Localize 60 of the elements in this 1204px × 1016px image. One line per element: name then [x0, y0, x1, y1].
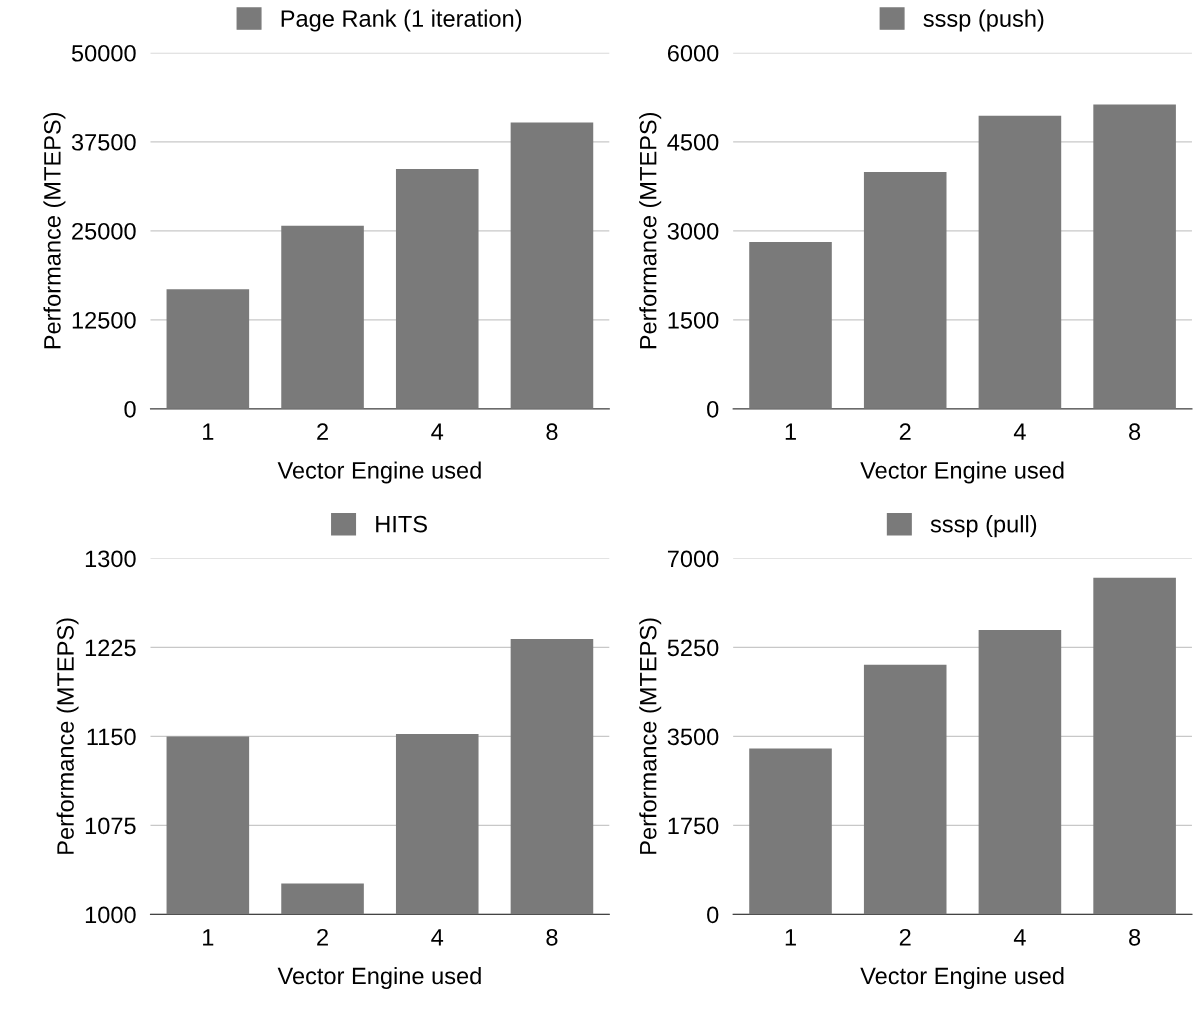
y-axis-title: Performance (MTEPS): [639, 112, 662, 349]
y-tick-label: 1225: [85, 639, 136, 657]
x-tick-label: 1: [203, 423, 214, 440]
x-tick-label: 1: [785, 423, 796, 440]
y-axis-title: Performance (MTEPS): [639, 618, 662, 854]
x-tick-label: 1: [203, 929, 214, 946]
x-axis-title: Vector Engine used: [277, 966, 481, 989]
y-tick-label: 0: [124, 400, 136, 418]
x-tick-label: 4: [1013, 929, 1026, 946]
x-tick-label: 2: [317, 928, 328, 946]
y-tick-label: 1000: [85, 906, 136, 924]
legend-label: Page Rank (1 iteration): [281, 9, 522, 32]
y-tick-label: 50000: [71, 44, 136, 62]
bar: [1093, 577, 1176, 915]
y-tick-label: 3000: [667, 222, 719, 240]
bar: [978, 115, 1062, 409]
y-tick-label: 1500: [668, 311, 719, 329]
x-tick-label: 8: [546, 928, 558, 946]
x-tick-label: 8: [1129, 423, 1141, 441]
legend-label: sssp (pull): [930, 515, 1037, 538]
x-tick-label: 2: [317, 423, 328, 440]
y-tick-label: 37500: [71, 133, 136, 151]
legend-label: sssp (push): [923, 9, 1044, 32]
bar: [863, 172, 947, 409]
x-tick-label: 8: [546, 423, 558, 441]
legend-label: HITS: [376, 515, 427, 533]
y-tick-label: 0: [707, 906, 719, 924]
y-tick-label: 25000: [72, 222, 136, 240]
y-tick-label: 0: [707, 400, 719, 418]
bar: [749, 748, 832, 915]
bar: [395, 168, 479, 409]
x-tick-label: 4: [1013, 423, 1026, 440]
x-tick-label: 2: [899, 423, 911, 440]
y-tick-label: 7000: [667, 550, 719, 568]
x-tick-label: 1: [785, 929, 796, 946]
bar: [978, 630, 1062, 915]
x-tick-label: 2: [899, 928, 911, 946]
y-tick-label: 6000: [667, 44, 719, 62]
y-tick-label: 12500: [72, 311, 136, 329]
y-tick-label: 4500: [667, 133, 719, 151]
bar: [749, 242, 832, 409]
y-axis-title: Performance (MTEPS): [43, 112, 66, 349]
y-tick-label: 1300: [85, 550, 136, 568]
y-tick-label: 1750: [668, 817, 719, 835]
bar: [1093, 104, 1176, 409]
bar: [166, 289, 250, 409]
y-axis-title: Performance (MTEPS): [56, 618, 79, 854]
y-tick-label: 1075: [85, 817, 136, 835]
bar: [510, 122, 594, 409]
bar: [863, 664, 947, 915]
x-tick-label: 4: [431, 929, 444, 946]
x-axis-title: Vector Engine used: [860, 461, 1064, 484]
bar: [281, 225, 364, 409]
y-tick-label: 5250: [667, 639, 719, 657]
x-axis-title: Vector Engine used: [860, 966, 1064, 989]
y-tick-label: 3500: [667, 728, 719, 746]
y-tick-label: 1150: [87, 728, 136, 746]
x-tick-label: 4: [431, 423, 444, 440]
x-tick-label: 8: [1129, 928, 1141, 946]
x-axis-title: Vector Engine used: [277, 461, 481, 484]
